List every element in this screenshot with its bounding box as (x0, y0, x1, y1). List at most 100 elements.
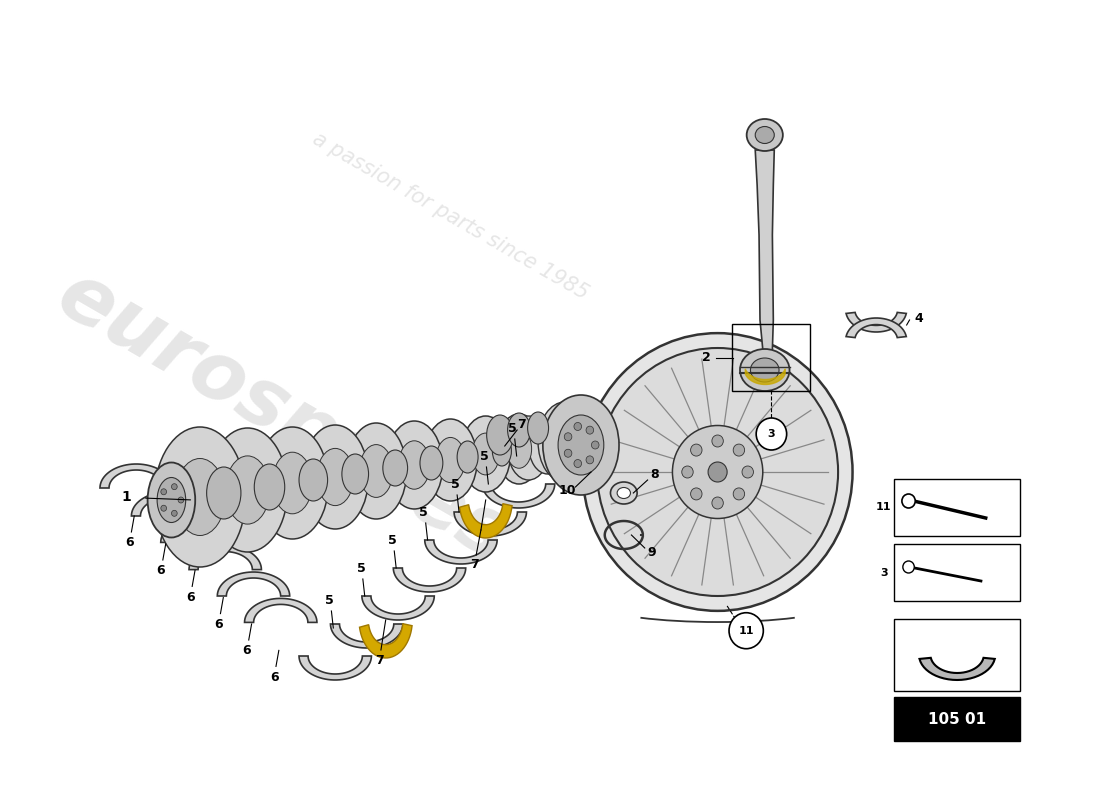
Text: 5: 5 (326, 594, 334, 606)
Ellipse shape (472, 433, 499, 475)
Circle shape (691, 488, 702, 500)
Ellipse shape (154, 427, 245, 567)
Text: 6: 6 (214, 618, 223, 631)
Polygon shape (483, 484, 554, 508)
Circle shape (712, 497, 724, 509)
Ellipse shape (273, 452, 312, 514)
Ellipse shape (147, 462, 195, 538)
Ellipse shape (424, 419, 477, 501)
Text: 5: 5 (419, 506, 428, 518)
Polygon shape (218, 572, 289, 596)
Polygon shape (131, 492, 204, 516)
Ellipse shape (542, 395, 619, 495)
Ellipse shape (207, 467, 241, 519)
Ellipse shape (493, 436, 512, 466)
Ellipse shape (756, 126, 774, 143)
Ellipse shape (558, 415, 604, 475)
Circle shape (161, 506, 166, 511)
Text: 9: 9 (647, 546, 656, 559)
Circle shape (574, 422, 582, 430)
Ellipse shape (610, 482, 637, 504)
Text: 5: 5 (388, 534, 397, 546)
Polygon shape (846, 313, 906, 332)
Text: 5: 5 (508, 422, 517, 434)
Text: 7: 7 (470, 558, 478, 571)
Circle shape (708, 462, 727, 482)
Ellipse shape (461, 416, 510, 492)
Ellipse shape (747, 119, 783, 151)
Ellipse shape (398, 441, 430, 489)
Circle shape (691, 444, 702, 456)
Circle shape (592, 441, 600, 449)
Text: eurospares: eurospares (43, 255, 522, 577)
Text: 4: 4 (915, 311, 923, 325)
Text: 3: 3 (880, 567, 888, 578)
Polygon shape (299, 656, 372, 680)
Ellipse shape (507, 413, 530, 447)
Ellipse shape (299, 459, 328, 501)
Ellipse shape (360, 445, 393, 498)
Ellipse shape (740, 349, 790, 391)
Circle shape (729, 613, 763, 649)
Text: 5: 5 (356, 562, 365, 574)
Circle shape (574, 459, 582, 467)
Circle shape (564, 433, 572, 441)
Text: 11: 11 (738, 626, 754, 636)
Text: 7: 7 (517, 418, 526, 430)
Text: 6: 6 (270, 671, 278, 684)
Circle shape (734, 488, 745, 500)
Polygon shape (756, 150, 774, 350)
Polygon shape (189, 546, 262, 570)
Polygon shape (425, 540, 497, 564)
Circle shape (586, 426, 594, 434)
Polygon shape (394, 568, 465, 592)
Circle shape (902, 494, 915, 508)
Ellipse shape (254, 464, 285, 510)
Ellipse shape (583, 333, 852, 611)
Ellipse shape (345, 423, 407, 519)
Text: 105 01: 105 01 (928, 711, 987, 726)
Circle shape (742, 466, 754, 478)
Text: 1: 1 (122, 490, 132, 504)
Ellipse shape (226, 456, 270, 524)
Ellipse shape (317, 448, 353, 506)
Ellipse shape (436, 438, 465, 482)
Polygon shape (330, 624, 403, 648)
Ellipse shape (386, 421, 443, 509)
Ellipse shape (175, 458, 226, 535)
Ellipse shape (506, 430, 531, 468)
Text: 6: 6 (156, 565, 165, 578)
Text: 6: 6 (186, 591, 195, 604)
Ellipse shape (617, 487, 630, 498)
Text: 6: 6 (125, 537, 134, 550)
FancyBboxPatch shape (894, 619, 1020, 691)
Polygon shape (360, 624, 412, 658)
Ellipse shape (208, 428, 287, 552)
Text: 3: 3 (768, 429, 776, 439)
Ellipse shape (529, 416, 566, 474)
Polygon shape (161, 518, 233, 542)
Circle shape (903, 561, 914, 573)
Text: a passion for parts since 1985: a passion for parts since 1985 (309, 129, 592, 303)
FancyBboxPatch shape (894, 479, 1020, 536)
Ellipse shape (528, 412, 549, 444)
Circle shape (756, 418, 786, 450)
Circle shape (161, 489, 166, 494)
Ellipse shape (750, 358, 779, 382)
Ellipse shape (256, 427, 329, 539)
Circle shape (682, 466, 693, 478)
Circle shape (564, 450, 572, 458)
Text: 5: 5 (481, 450, 488, 462)
Polygon shape (460, 504, 513, 538)
Polygon shape (846, 318, 906, 338)
Circle shape (172, 510, 177, 516)
Polygon shape (362, 596, 435, 620)
Ellipse shape (458, 441, 478, 473)
FancyBboxPatch shape (894, 544, 1020, 601)
Text: 11: 11 (876, 502, 892, 513)
Text: 8: 8 (650, 469, 659, 482)
Text: 2: 2 (702, 351, 711, 364)
Ellipse shape (420, 446, 443, 480)
Ellipse shape (301, 425, 368, 529)
Polygon shape (244, 598, 317, 622)
